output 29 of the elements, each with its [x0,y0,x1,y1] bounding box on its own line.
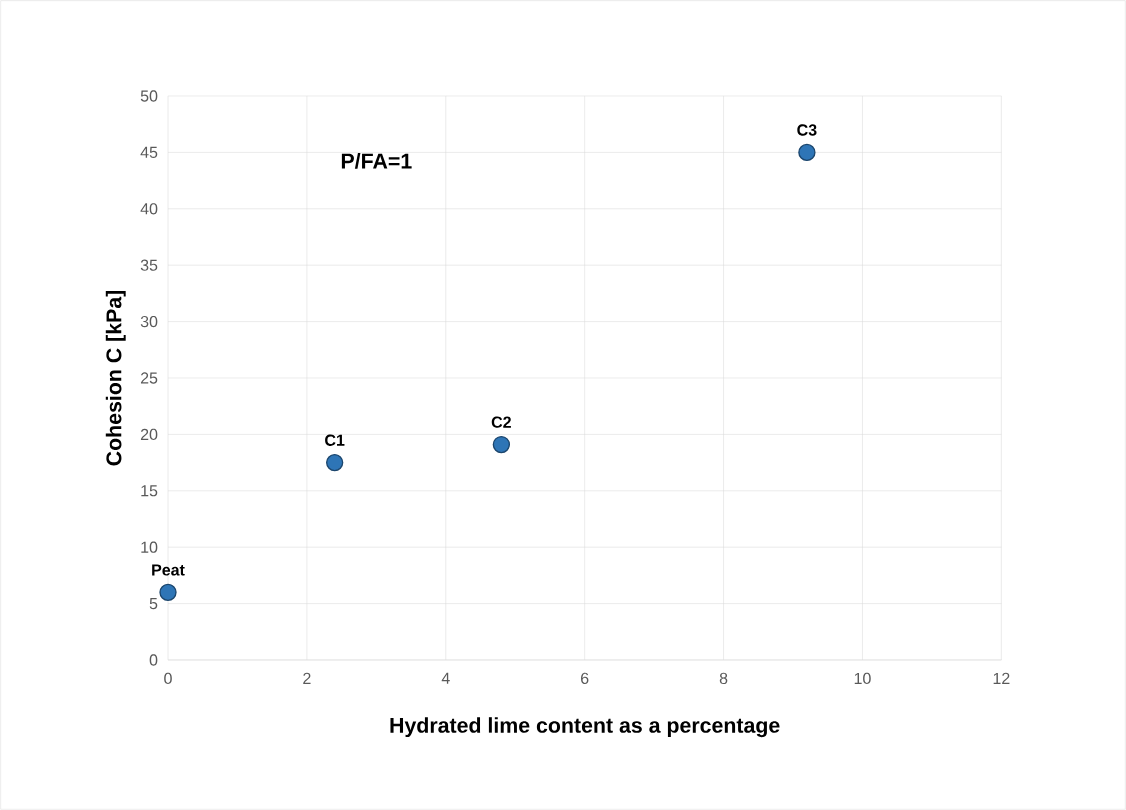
x-tick-label: 0 [164,672,172,685]
y-tick-label: 15 [141,485,158,497]
x-tick-label: 2 [303,672,311,684]
y-tick-label: 45 [140,146,158,158]
y-tick-label: 50 [140,90,158,102]
y-axis-title: Cohesion C [kPa] [105,290,126,466]
y-tick-label: 40 [140,203,158,215]
point [159,583,177,601]
point [798,143,816,162]
x-tick-label: 8 [719,672,728,685]
annotation: Peat [152,564,185,576]
x-tick-label: 12 [993,672,1010,684]
y-tick-label: 35 [140,259,158,271]
annotation: C2 [491,416,511,428]
y-tick-label: 10 [141,541,158,553]
y-tick-label: 0 [149,654,158,666]
x-tick-label: 6 [581,672,589,685]
annotation: C1 [325,434,345,446]
point [492,435,511,454]
x-tick-label: 10 [854,672,871,685]
y-tick-label: 30 [140,315,158,328]
y-tick-label: 20 [140,428,158,441]
annotation: P/FA=1 [341,152,412,169]
annotation: C3 [797,124,817,136]
x-tick-label: 4 [441,672,450,684]
y-tick-label: 25 [140,372,158,384]
y-tick-label: 5 [149,598,158,610]
point [326,453,344,472]
x-axis-title: Hydrated lime content as a percentage [390,717,780,738]
